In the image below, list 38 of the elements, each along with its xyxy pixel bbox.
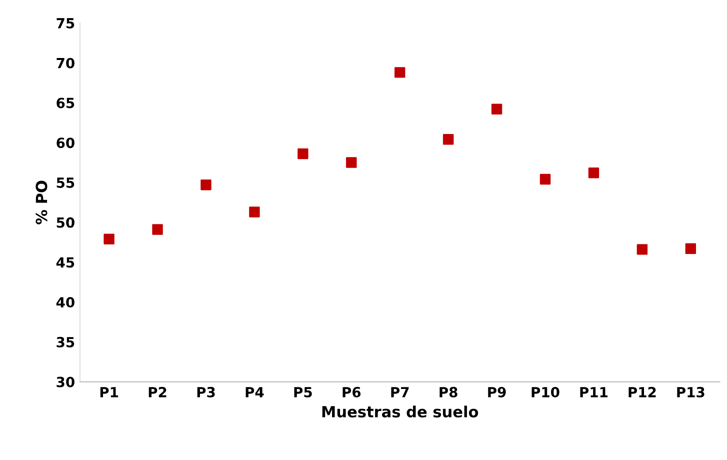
x-tick-label: P11: [580, 387, 608, 398]
point: [442, 134, 454, 145]
y-tick-label: 50: [56, 217, 74, 228]
x-tick-label: P3: [197, 386, 215, 398]
point: [491, 104, 502, 114]
y-tick-label: 60: [56, 138, 74, 148]
x-tick-label: P6: [342, 386, 361, 398]
x-tick-label: P12: [628, 386, 656, 398]
x-tick-label: P5: [294, 387, 312, 398]
x-tick-label: P8: [440, 386, 458, 398]
y-tick-label: 65: [56, 98, 74, 108]
x-tick-label: P10: [532, 386, 560, 398]
y-axis-title: % PO: [36, 180, 48, 224]
y-tick-label: 30: [56, 376, 74, 388]
point: [298, 148, 308, 160]
x-tick-label: P2: [148, 386, 166, 398]
point: [152, 224, 163, 235]
y-tick-label: 75: [56, 18, 74, 28]
point: [200, 180, 212, 190]
x-tick-label: P1: [100, 387, 118, 398]
x-tick-label: P9: [488, 386, 506, 398]
x-tick-label: P4: [246, 387, 264, 398]
point: [685, 243, 696, 254]
x-tick-label: P13: [677, 386, 704, 398]
y-tick-label: 45: [56, 257, 74, 268]
y-tick-label: 40: [56, 297, 74, 308]
point: [104, 234, 114, 244]
y-tick-label: 35: [56, 336, 74, 348]
point: [588, 168, 600, 178]
point: [540, 174, 551, 185]
x-axis-title: Muestras de suelo: [322, 406, 478, 418]
point: [249, 206, 260, 218]
point: [346, 157, 357, 168]
y-tick-label: 55: [56, 178, 74, 188]
y-tick-label: 70: [56, 58, 74, 68]
point: [394, 67, 406, 78]
x-tick-label: P7: [391, 387, 409, 398]
point: [636, 244, 648, 255]
